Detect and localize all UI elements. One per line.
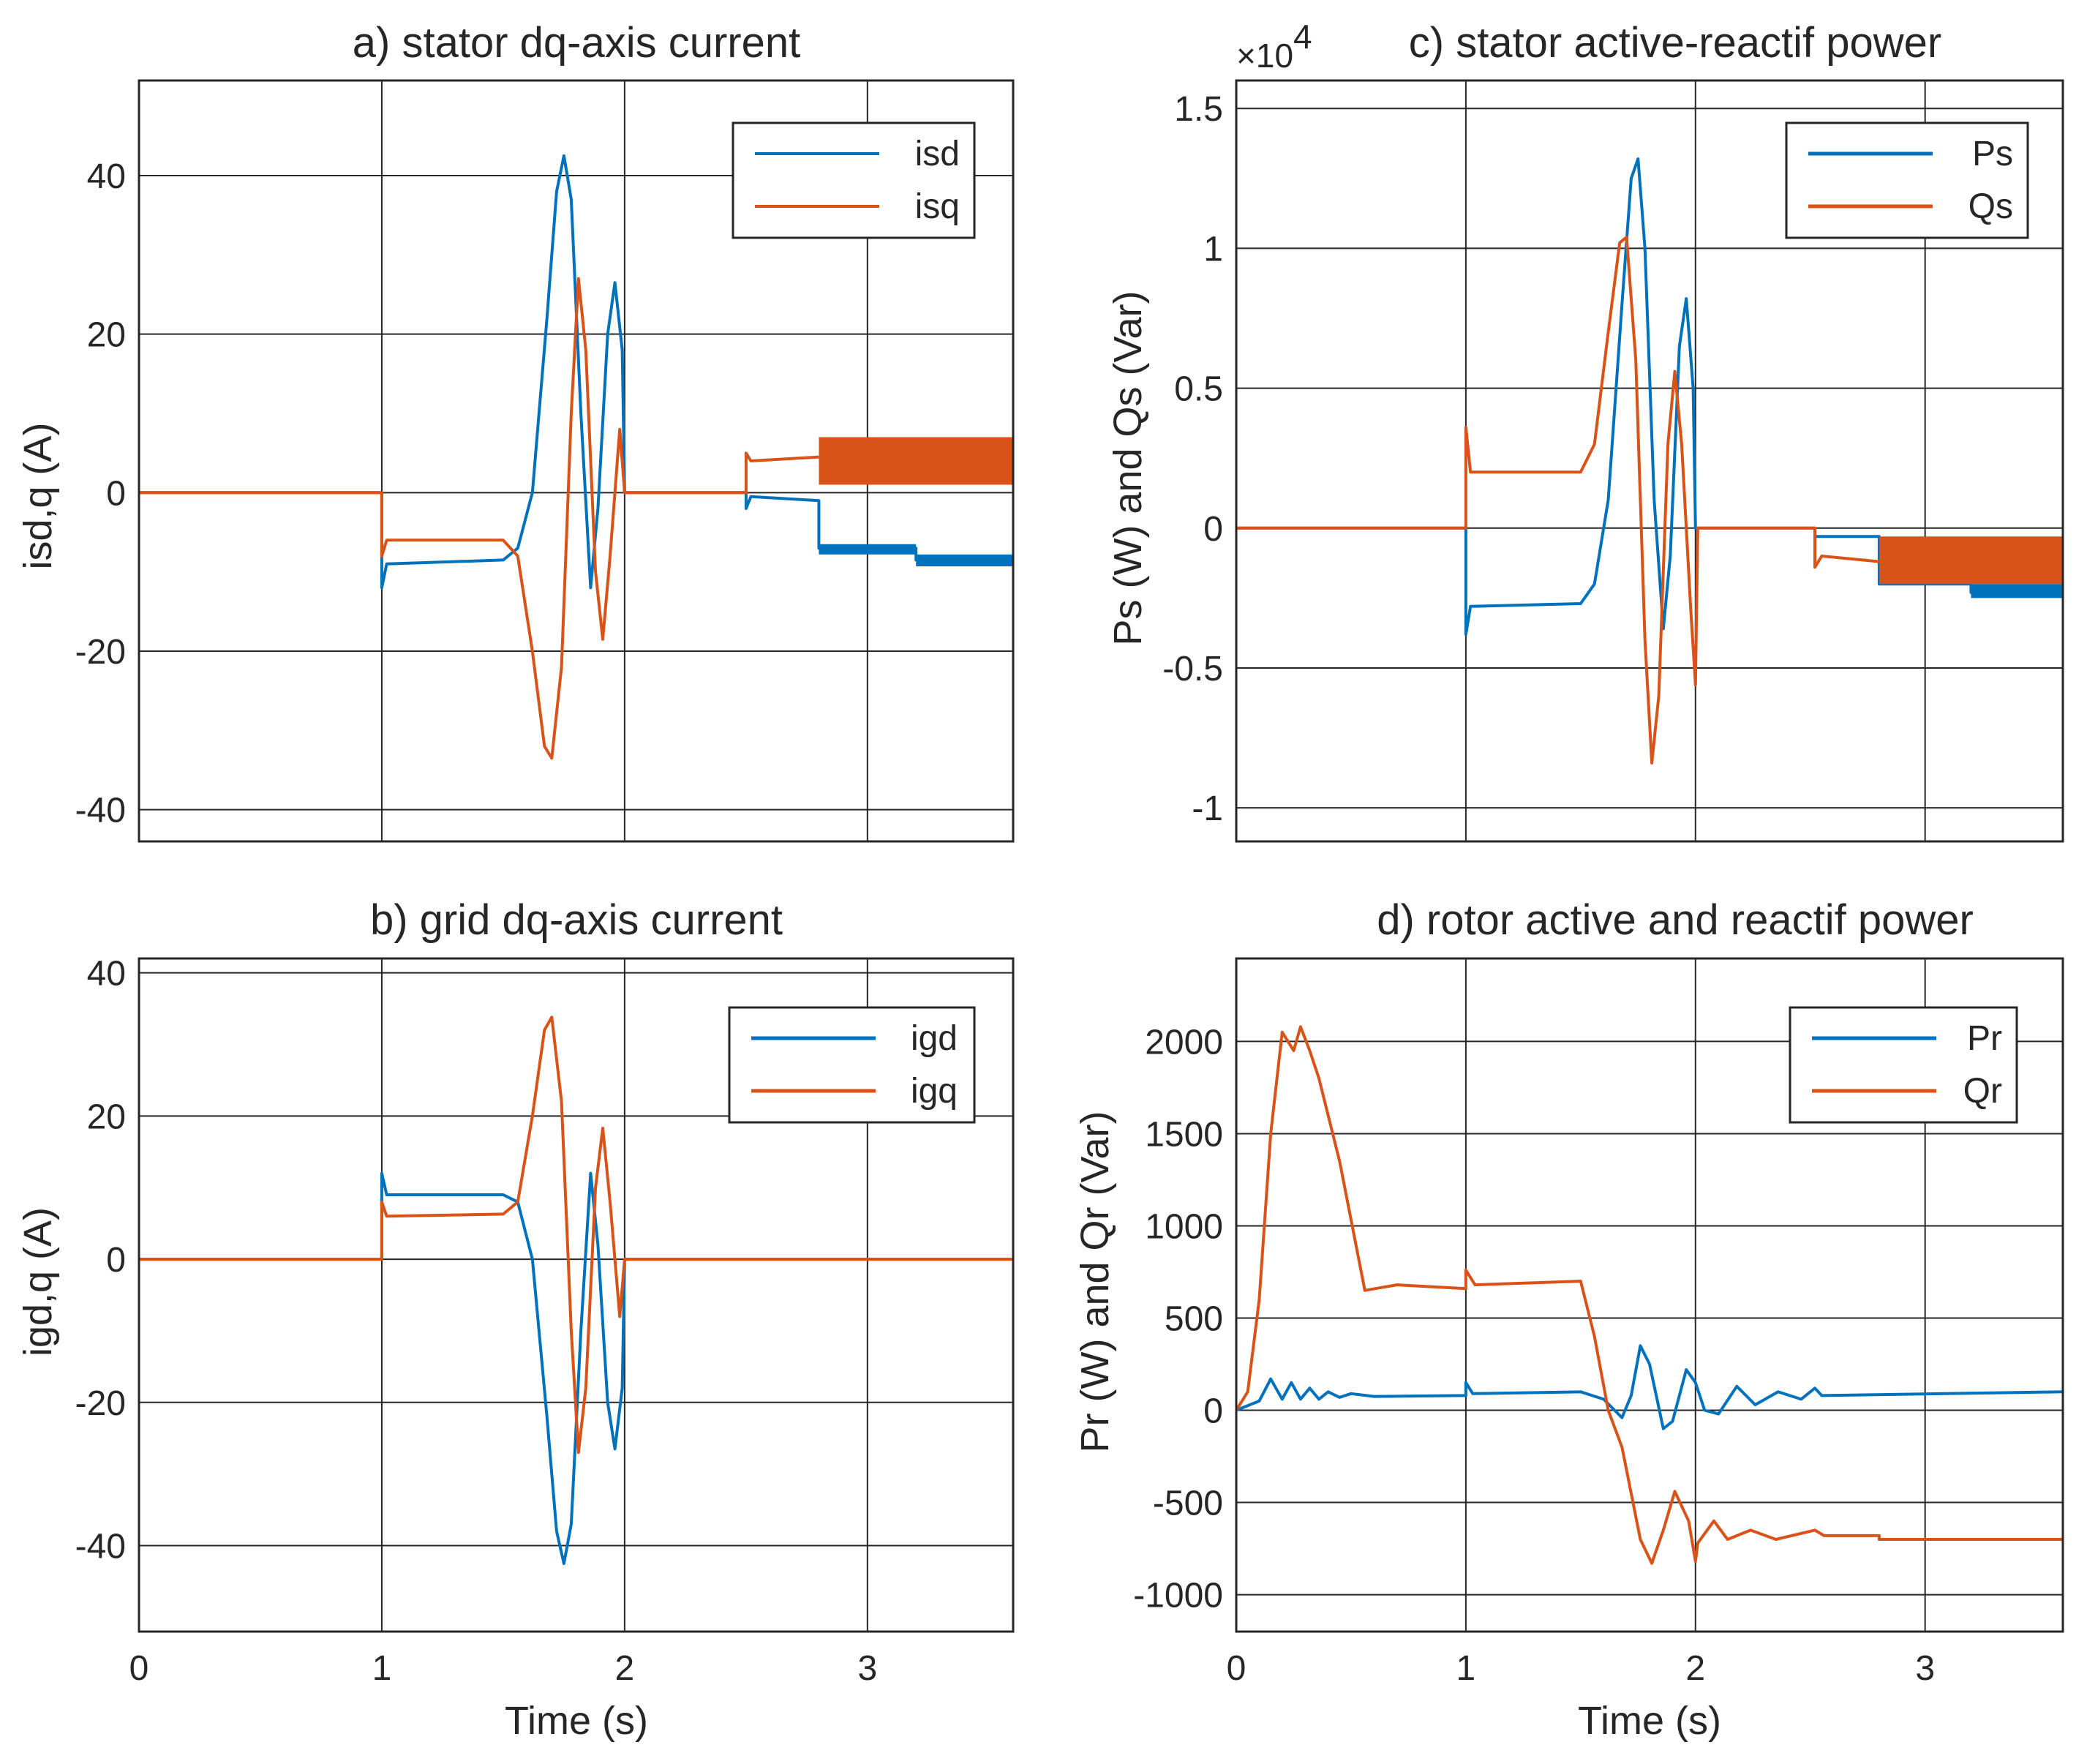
series-line-isq — [139, 277, 819, 760]
panel-d: d) rotor active and reactif power Pr (W)… — [1073, 896, 2064, 1743]
legend-label-igd: igd — [911, 1019, 958, 1058]
y-tick-label: 0 — [106, 474, 126, 513]
y-tick-label: -20 — [75, 633, 126, 672]
legend-box — [728, 1006, 976, 1124]
legend-label-isq: isq — [915, 187, 960, 226]
y-tick-label: 20 — [87, 316, 126, 355]
panel-b-title: b) grid dq-axis current — [370, 896, 783, 944]
y-tick-label: -1000 — [1133, 1577, 1223, 1615]
panel-b-plot: -40 -20 0 20 40 0 1 2 3 — [75, 955, 1015, 1688]
y-tick-label: 500 — [1165, 1300, 1223, 1339]
panel-a-plot: -40 -20 0 20 40 — [75, 79, 1015, 843]
y-tick-label: -40 — [75, 1528, 126, 1566]
legend-box — [732, 121, 976, 239]
panel-d-ylabel: Pr (W) and Qr (Var) — [1073, 1111, 1117, 1452]
panel-a: a) stator dq-axis current isd,q (A) -40-… — [16, 19, 1015, 843]
y-tick-label: 20 — [87, 1097, 126, 1136]
series-line-Pr — [1236, 1344, 2063, 1430]
series-layer — [139, 1016, 1013, 1565]
exponent-base: ×10 — [1236, 37, 1293, 75]
y-tick-label: 1.5 — [1174, 90, 1223, 129]
x-tick-label: 0 — [1227, 1649, 1246, 1688]
x-tick-label: 2 — [1685, 1649, 1705, 1688]
y-tick-label: 40 — [87, 955, 126, 994]
x-tick-label: 0 — [129, 1649, 149, 1688]
y-tick-label: 0.5 — [1174, 370, 1223, 409]
legend-box — [1785, 121, 2029, 239]
panel-a-title: a) stator dq-axis current — [353, 19, 800, 67]
series-layer — [1236, 1025, 2063, 1565]
panel-a-legend: isd isq — [732, 121, 976, 239]
series-band-Ps — [1971, 584, 2063, 598]
series-line-igq — [139, 1016, 1013, 1455]
legend-label-pr: Pr — [1967, 1019, 2002, 1058]
panel-d-title: d) rotor active and reactif power — [1377, 896, 1974, 944]
series-line-Qs — [1236, 236, 1880, 765]
panel-c-exponent: ×104 — [1236, 18, 1312, 75]
legend-label-isd: isd — [915, 135, 960, 173]
legend-label-igq: igq — [911, 1072, 958, 1111]
panel-d-plot: -1000 -500 0 500 1000 1500 2000 0 1 2 3 — [1133, 957, 2064, 1688]
y-tick-label: 40 — [87, 157, 126, 196]
panel-b-legend: igd igq — [728, 1006, 976, 1124]
series-band-isq — [819, 437, 1013, 485]
panel-b: b) grid dq-axis current igd,q (A) Time (… — [16, 896, 1015, 1743]
y-tick-label: -40 — [75, 792, 126, 830]
axes-frame — [138, 957, 1015, 1633]
legend-label-ps: Ps — [1972, 135, 2013, 173]
panel-c-title: c) stator active-reactif power — [1409, 19, 1941, 67]
series-line-igd — [139, 1171, 1013, 1565]
y-tick-label: -500 — [1153, 1485, 1223, 1523]
y-tick-label: -0.5 — [1162, 650, 1223, 688]
y-tick-label: 1500 — [1145, 1115, 1223, 1154]
x-tick-label: 2 — [615, 1649, 635, 1688]
panel-d-legend: Pr Qr — [1789, 1006, 2018, 1124]
axes-frame — [1235, 79, 2064, 843]
series-band-Qs — [1879, 536, 2063, 585]
axes-frame — [1235, 957, 2064, 1633]
legend-box — [1789, 1006, 2018, 1124]
series-band-isd — [916, 554, 1013, 567]
panel-c-plot: -1 -0.5 0 0.5 1 1.5 — [1162, 79, 2064, 843]
x-tick-label: 3 — [857, 1649, 877, 1688]
x-tick-label: 1 — [372, 1649, 392, 1688]
y-tick-label: 1 — [1203, 230, 1223, 269]
y-tick-label: 0 — [1203, 510, 1223, 549]
x-tick-label: 3 — [1915, 1649, 1935, 1688]
exponent-power: 4 — [1293, 18, 1312, 56]
series-line-Ps — [1236, 157, 2063, 637]
panel-c-legend: Ps Qs — [1785, 121, 2029, 239]
series-layer — [1236, 157, 2063, 765]
y-tick-label: -20 — [75, 1384, 126, 1423]
series-line-Qr — [1236, 1025, 2063, 1565]
y-tick-label: 2000 — [1145, 1023, 1223, 1062]
y-tick-label: 0 — [106, 1241, 126, 1280]
panel-c-ylabel: Ps (W) and Qs (Var) — [1106, 290, 1150, 645]
series-band-isd — [819, 544, 917, 555]
series-layer — [139, 154, 1013, 760]
panel-b-xlabel: Time (s) — [505, 1699, 648, 1743]
legend-label-qs: Qs — [1968, 187, 2013, 226]
panel-a-ylabel: isd,q (A) — [16, 422, 60, 569]
panel-c: c) stator active-reactif power ×104 Ps (… — [1106, 18, 2064, 843]
panel-b-ylabel: igd,q (A) — [16, 1207, 60, 1356]
axes-frame — [138, 79, 1015, 843]
x-tick-label: 1 — [1456, 1649, 1476, 1688]
y-tick-label: -1 — [1192, 789, 1223, 828]
y-tick-label: 1000 — [1145, 1207, 1223, 1246]
y-tick-label: 0 — [1203, 1392, 1223, 1431]
panel-d-xlabel: Time (s) — [1578, 1699, 1721, 1743]
legend-label-qr: Qr — [1963, 1072, 2002, 1111]
